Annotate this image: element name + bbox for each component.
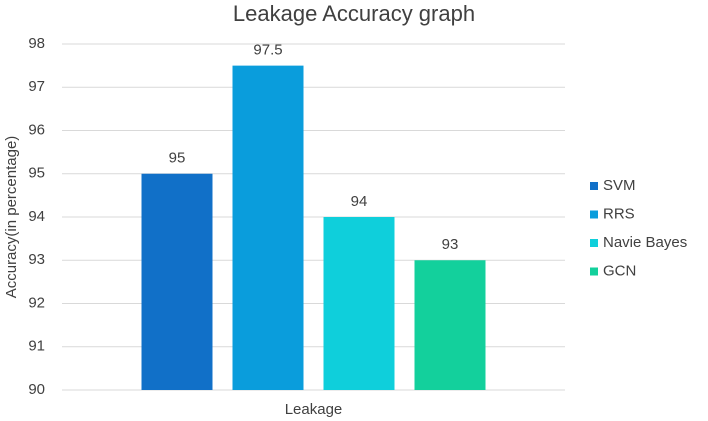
bar	[414, 260, 486, 390]
y-tick-label: 95	[28, 165, 45, 182]
y-tick-label: 92	[28, 294, 45, 311]
legend-swatch	[590, 210, 598, 219]
legend-swatch	[590, 239, 598, 247]
legend-swatch	[590, 267, 598, 276]
legend-label: SVM	[603, 177, 636, 194]
data-label: 95	[169, 150, 186, 167]
chart-title: Leakage Accuracy graph	[233, 1, 475, 26]
y-tick-label: 96	[28, 121, 45, 138]
bar	[232, 65, 304, 390]
legend-label: GCN	[603, 262, 636, 279]
y-tick-label: 91	[28, 338, 45, 355]
y-tick-label: 94	[28, 208, 45, 225]
y-axis-label: Accuracy(in percentage)	[3, 136, 20, 299]
y-tick-label: 90	[28, 381, 45, 398]
y-tick-label: 93	[28, 251, 45, 268]
legend-label: RRS	[603, 205, 635, 222]
bar	[323, 217, 395, 390]
y-tick-label: 98	[28, 35, 45, 52]
data-label: 93	[442, 236, 459, 253]
y-tick-label: 97	[28, 78, 45, 95]
legend-swatch	[590, 182, 598, 190]
x-tick-label: Leakage	[285, 401, 343, 418]
data-label: 94	[351, 193, 368, 210]
legend-label: Navie Bayes	[603, 234, 687, 251]
data-label: 97.5	[253, 42, 282, 59]
bar	[141, 173, 213, 390]
